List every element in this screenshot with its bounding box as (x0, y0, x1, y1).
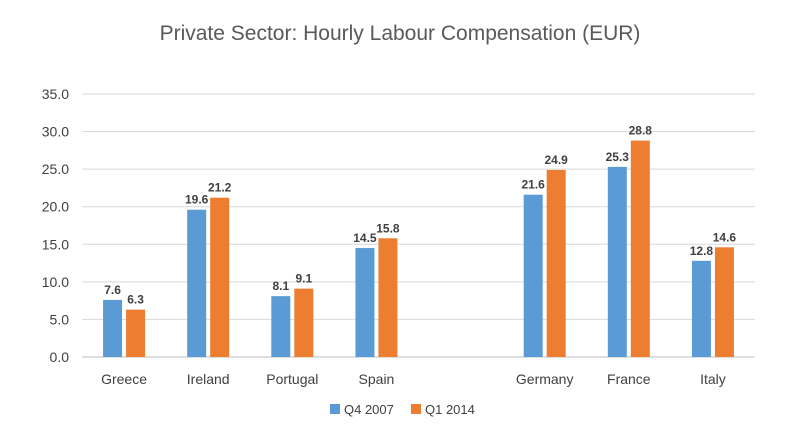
data-label: 9.1 (295, 272, 312, 286)
category-label: France (607, 371, 651, 387)
data-label: 6.3 (127, 293, 144, 307)
data-label: 19.6 (185, 193, 209, 207)
y-tick-label: 35.0 (42, 86, 69, 102)
category-label: Spain (359, 371, 395, 387)
legend-swatch (411, 404, 421, 414)
chart-title: Private Sector: Hourly Labour Compensati… (160, 22, 641, 45)
category-labels: Greece Ireland Portugal Spain Germany France I… (101, 371, 726, 387)
data-label: 25.3 (606, 150, 630, 164)
data-label: 12.8 (690, 244, 714, 258)
bar (271, 296, 291, 357)
bar (714, 247, 734, 357)
data-label: 15.8 (376, 221, 400, 235)
bar (187, 209, 207, 357)
bar (210, 197, 230, 357)
y-tick-label: 15.0 (42, 236, 69, 252)
category-label: Germany (516, 371, 574, 387)
gridlines (82, 93, 755, 358)
bar (294, 288, 314, 357)
data-label: 28.8 (629, 124, 653, 138)
data-label: 7.6 (104, 283, 121, 297)
data-labels: 7.6 6.3 19.621.2 8.1 9.1 14.515.8 21.6 24.9 25.3… (104, 124, 736, 307)
category-label: Greece (101, 371, 147, 387)
y-tick-label: 10.0 (42, 274, 69, 290)
legend-label: Q1 2014 (425, 402, 475, 417)
bar (691, 260, 711, 357)
legend-swatch (330, 404, 340, 414)
legend-label: Q4 2007 (344, 402, 394, 417)
legend: Q4 2007 Q1 2014 (330, 402, 475, 417)
y-tick-label: 20.0 (42, 199, 69, 215)
bar (523, 194, 543, 357)
bar (103, 299, 123, 357)
bar (355, 248, 375, 357)
data-label: 21.2 (208, 181, 232, 195)
bar (546, 169, 566, 357)
bar (126, 309, 146, 357)
category-label: Portugal (266, 371, 318, 387)
bar (607, 166, 627, 357)
y-axis-ticks: 0.0 5.0 10.0 15.0 20.0 25.0 30.0 35.0 (42, 86, 69, 365)
category-label: Italy (700, 371, 726, 387)
data-label: 8.1 (272, 279, 289, 293)
y-tick-label: 30.0 (42, 124, 69, 140)
bar (630, 140, 650, 357)
y-tick-label: 5.0 (50, 311, 70, 327)
y-tick-label: 0.0 (50, 349, 70, 365)
category-label: Ireland (187, 371, 230, 387)
bar (378, 238, 398, 357)
bars (103, 140, 734, 357)
data-label: 14.6 (713, 230, 737, 244)
data-label: 21.6 (522, 178, 546, 192)
data-label: 24.9 (545, 153, 569, 167)
y-tick-label: 25.0 (42, 161, 69, 177)
data-label: 14.5 (353, 231, 377, 245)
